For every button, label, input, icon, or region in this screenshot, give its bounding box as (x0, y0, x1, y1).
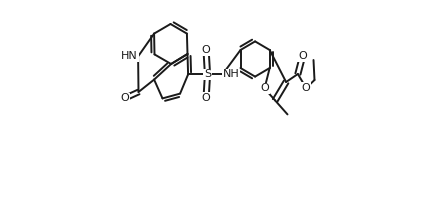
Text: S: S (204, 69, 211, 79)
Text: O: O (202, 45, 210, 55)
Text: NH: NH (223, 69, 239, 79)
Text: O: O (298, 51, 307, 61)
Text: O: O (202, 93, 210, 103)
Text: HN: HN (121, 51, 138, 61)
Text: O: O (120, 93, 129, 103)
Text: O: O (302, 83, 310, 93)
Text: O: O (260, 83, 269, 93)
